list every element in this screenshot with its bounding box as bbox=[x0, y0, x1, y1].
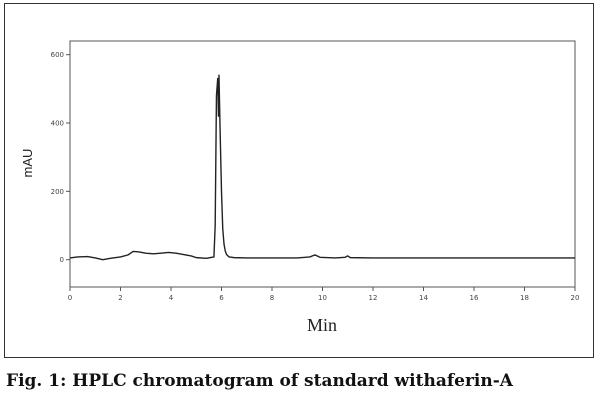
x-axis-title: Min bbox=[307, 315, 337, 335]
x-tick-label: 4 bbox=[169, 294, 174, 302]
chromatogram-trace bbox=[69, 74, 575, 261]
y-axis-title: mAU bbox=[20, 149, 35, 178]
figure-caption: Fig. 1: HPLC chromatogram of standard wi… bbox=[6, 371, 513, 391]
y-tick-label: 600 bbox=[51, 51, 64, 59]
y-tick-label: 200 bbox=[51, 188, 64, 196]
series-group bbox=[69, 74, 575, 261]
y-tick-label: 400 bbox=[51, 120, 64, 128]
x-tick-label: 6 bbox=[219, 294, 224, 302]
figure-frame bbox=[4, 3, 594, 358]
x-tick-label: 18 bbox=[520, 294, 529, 302]
x-tick-label: 10 bbox=[318, 294, 327, 302]
plot-area bbox=[69, 40, 576, 288]
y-tick-label: 0 bbox=[60, 256, 64, 264]
x-tick-label: 20 bbox=[571, 294, 580, 302]
x-tick-label: 8 bbox=[270, 294, 274, 302]
y-axis: 0 200 400 600 bbox=[51, 51, 70, 264]
chromatogram-chart: 0 200 400 600 0 2 4 6 8 10 12 14 16 18 20 Min mAU bbox=[20, 40, 580, 335]
x-axis: 0 2 4 6 8 10 12 14 16 18 20 bbox=[68, 287, 580, 302]
x-tick-label: 2 bbox=[118, 294, 122, 302]
x-tick-label: 16 bbox=[470, 294, 479, 302]
x-tick-label: 12 bbox=[369, 294, 378, 302]
x-tick-label: 14 bbox=[419, 294, 428, 302]
x-tick-label: 0 bbox=[68, 294, 72, 302]
